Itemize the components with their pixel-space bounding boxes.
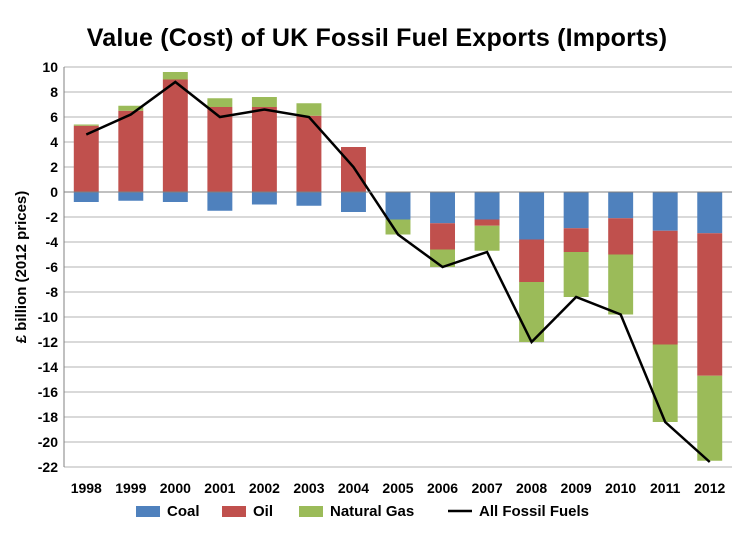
line-layer [85, 80, 711, 463]
legend-swatch-oil [222, 506, 246, 517]
bar-natural-gas [697, 375, 723, 461]
y-tick-label: -12 [38, 334, 58, 350]
bar-coal [697, 192, 723, 234]
y-tick-label: 8 [50, 84, 58, 100]
bar-coal [474, 192, 500, 220]
x-tick-label: 2006 [427, 480, 458, 496]
bar-natural-gas [251, 97, 277, 107]
bar-coal [430, 192, 456, 224]
bar-coal [652, 192, 678, 231]
y-tick-label: 0 [50, 184, 58, 200]
axis-layer: 10 8 6 4 2 0 -2 -4 -6 -8 -10 -12 -14 -16 -18 -20 -22 1998… [13, 59, 732, 496]
chart-title: Value (Cost) of UK Fossil Fuel Exports (… [86, 24, 668, 52]
bar-coal [162, 192, 188, 202]
legend-layer: Coal Oil Natural Gas All Fossil Fuels [136, 503, 589, 520]
x-tick-label: 2004 [338, 480, 369, 496]
bar-oil [608, 218, 634, 255]
x-tick-label: 2010 [605, 480, 636, 496]
bar-oil [519, 239, 545, 282]
bar-coal [519, 192, 545, 240]
bar-oil [162, 79, 188, 192]
x-tick-label: 2008 [516, 480, 547, 496]
x-tick-label: 2002 [249, 480, 280, 496]
legend-label-oil: Oil [253, 503, 273, 520]
bar-natural-gas [73, 124, 99, 126]
bar-oil [340, 147, 366, 192]
x-tick-label: 2012 [694, 480, 725, 496]
y-tick-label: -2 [46, 209, 59, 225]
x-tick-label: 2000 [160, 480, 191, 496]
bar-coal [340, 192, 366, 212]
y-tick-label: -8 [46, 284, 59, 300]
bar-oil [118, 110, 144, 192]
x-tick-label: 2009 [561, 480, 592, 496]
bar-oil [73, 125, 99, 192]
x-tick-label: 2001 [204, 480, 235, 496]
bar-oil [474, 219, 500, 226]
y-axis-label: £ billion (2012 prices) [13, 191, 30, 344]
bar-natural-gas [652, 344, 678, 422]
y-tick-label: -20 [38, 434, 58, 450]
line-all-fossil-fuels [85, 80, 711, 463]
bar-natural-gas [296, 103, 322, 116]
legend-label-natural-gas: Natural Gas [330, 503, 414, 520]
y-tick-label: -18 [38, 409, 58, 425]
y-tick-label: -6 [46, 259, 59, 275]
legend-swatch-natural-gas [299, 506, 323, 517]
y-tick-label: -22 [38, 459, 58, 475]
bar-coal [73, 192, 99, 202]
y-tick-label: -10 [38, 309, 58, 325]
y-tick-label: -16 [38, 384, 58, 400]
x-tick-label: 1998 [71, 480, 102, 496]
bar-oil [697, 233, 723, 376]
bar-natural-gas [563, 252, 589, 297]
bar-natural-gas [162, 72, 188, 80]
bar-oil [296, 115, 322, 192]
x-tick-label: 2003 [293, 480, 324, 496]
y-tick-label: 4 [50, 134, 58, 150]
bar-coal [563, 192, 589, 229]
y-tick-label: 6 [50, 109, 58, 125]
x-tick-label: 2005 [382, 480, 413, 496]
bar-oil [430, 223, 456, 250]
bar-coal [296, 192, 322, 206]
y-tick-label: 2 [50, 159, 58, 175]
bar-coal [207, 192, 233, 211]
x-tick-label: 1999 [115, 480, 146, 496]
bar-coal [608, 192, 634, 219]
bar-oil [251, 107, 277, 192]
bar-oil [563, 228, 589, 252]
bar-oil [207, 107, 233, 192]
y-tick-label: 10 [42, 59, 58, 75]
y-tick-label: -4 [46, 234, 59, 250]
legend-label-coal: Coal [167, 503, 200, 520]
x-tick-label: 2007 [471, 480, 502, 496]
bar-coal [118, 192, 144, 201]
legend-label-all-fossil-fuels: All Fossil Fuels [479, 503, 589, 520]
bar-natural-gas [474, 225, 500, 251]
bars-layer [73, 72, 723, 461]
y-tick-label: -14 [38, 359, 58, 375]
bar-natural-gas [207, 98, 233, 107]
x-tick-label: 2011 [650, 480, 681, 496]
bar-coal [251, 192, 277, 205]
bar-coal [385, 192, 411, 220]
bar-natural-gas [608, 254, 634, 315]
bar-oil [652, 230, 678, 345]
legend-swatch-coal [136, 506, 160, 517]
bar-natural-gas [118, 105, 144, 111]
